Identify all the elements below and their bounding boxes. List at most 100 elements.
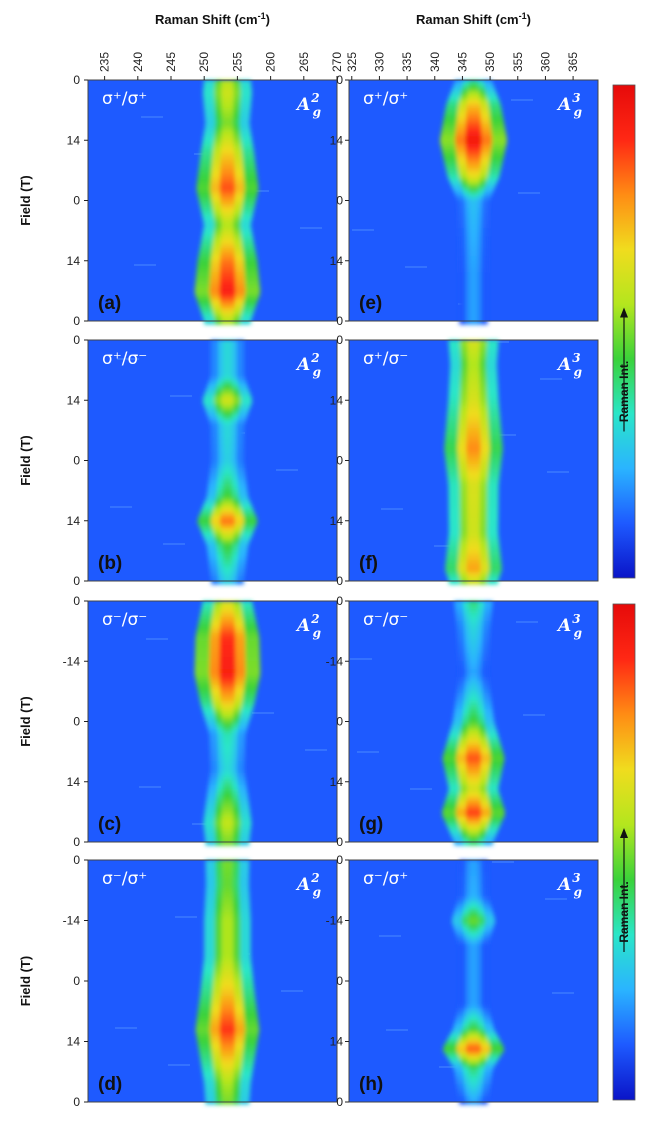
peak-strip-core xyxy=(219,633,236,638)
peak-strip-core xyxy=(223,460,232,465)
peak-strip-core xyxy=(220,160,235,165)
peak-strip-core xyxy=(219,629,236,634)
peak-strip-core xyxy=(221,920,234,925)
peak-strip-core xyxy=(466,568,481,573)
y-tick-label: 14 xyxy=(330,1035,344,1049)
peak-strip-core xyxy=(467,1032,480,1037)
peak-strip-core xyxy=(465,753,482,758)
peak-strip-core xyxy=(221,320,234,325)
peak-strip-core xyxy=(222,880,233,885)
peak-strip-core xyxy=(467,1056,480,1061)
peak-strip-core xyxy=(223,769,232,774)
peak-strip-core xyxy=(466,741,481,746)
peak-strip-core xyxy=(465,813,482,818)
peak-strip-core xyxy=(466,460,481,465)
peak-strip-core xyxy=(468,1028,479,1033)
mode-label: A3 g xyxy=(556,91,582,119)
peak-strip-core xyxy=(221,908,234,913)
peak-strip-core xyxy=(467,833,480,838)
peak-strip-core xyxy=(219,1040,235,1045)
peak-strip-core xyxy=(469,996,478,1001)
peak-strip-core xyxy=(467,729,480,734)
peak-strip-core xyxy=(219,1012,235,1017)
peak-strip-core xyxy=(467,92,480,97)
peak-strip-core xyxy=(221,1076,234,1081)
peak-strip-core xyxy=(221,316,234,321)
peak-strip-core xyxy=(221,104,234,109)
peak-strip-core xyxy=(220,524,235,529)
y-tick-label: 14 xyxy=(67,1035,81,1049)
peak-strip-core xyxy=(467,384,480,389)
peak-strip-core xyxy=(221,96,234,101)
peak-strip-core xyxy=(465,120,482,125)
peak-strip-core xyxy=(221,912,234,917)
peak-strip-core xyxy=(467,520,480,525)
peak-strip-core xyxy=(467,356,480,361)
peak-strip-core xyxy=(221,140,234,145)
peak-band xyxy=(194,80,261,325)
peak-strip-core xyxy=(222,797,233,802)
peak-strip-core xyxy=(219,284,236,289)
y-tick-label: 0 xyxy=(73,73,80,87)
peak-strip-core xyxy=(469,264,478,269)
peak-strip-core xyxy=(467,737,480,742)
peak-strip-core xyxy=(466,801,481,806)
peak-strip-core xyxy=(220,512,235,517)
peak-strip-core xyxy=(221,821,234,826)
peak-strip-core xyxy=(469,896,478,901)
peak-strip-core xyxy=(467,400,480,405)
peak-strip-core xyxy=(466,116,481,121)
peak-strip-core xyxy=(469,964,478,969)
peak-strip-core xyxy=(466,160,481,165)
peak-strip-core xyxy=(221,212,234,217)
x-tick-label: 365 xyxy=(566,52,580,72)
peak-strip-core xyxy=(466,432,481,437)
x-tick-label: 260 xyxy=(264,52,278,72)
peak-strip-core xyxy=(220,1056,235,1061)
peak-strip-core xyxy=(468,908,479,913)
peak-strip-core xyxy=(469,872,478,877)
peak-strip-core xyxy=(220,252,235,257)
peak-strip-core xyxy=(466,444,481,449)
y-tick-label: 14 xyxy=(330,254,344,268)
peak-strip-core xyxy=(219,180,236,185)
peak-strip-core xyxy=(469,689,478,694)
y-tick-label: 0 xyxy=(73,853,80,867)
polarization-label: σ⁺/σ⁻ xyxy=(102,349,147,369)
peak-strip-core xyxy=(469,892,478,897)
peak-strip-core xyxy=(468,188,479,193)
peak-strip-core xyxy=(221,220,234,225)
peak-band xyxy=(444,340,503,585)
peak-strip-core xyxy=(466,412,481,417)
peak-strip-core xyxy=(222,476,233,481)
peak-strip-core xyxy=(467,388,480,393)
peak-strip-core xyxy=(466,416,481,421)
y-axis-title: Field (T) xyxy=(18,175,33,226)
peak-strip-core xyxy=(221,128,234,133)
peak-strip-core xyxy=(219,641,236,646)
peak-strip-core xyxy=(469,972,478,977)
peak-strip-core xyxy=(467,496,480,501)
peak-strip-core xyxy=(466,777,481,782)
peak-strip-core xyxy=(466,464,481,469)
y-tick-label: 14 xyxy=(330,393,344,407)
peak-strip-core xyxy=(221,829,234,834)
peak-band xyxy=(442,601,505,846)
peak-strip-core xyxy=(219,677,236,682)
peak-strip-core xyxy=(222,412,233,417)
y-tick-label: 0 xyxy=(73,974,80,988)
heatmap-panel-b: σ⁺/σ⁻ A2 g (b) 0 14 0 14 0 Field (T) xyxy=(18,333,338,588)
peak-strip-core xyxy=(465,152,482,157)
peak-strip-core xyxy=(469,1096,478,1101)
peak-strip-core xyxy=(469,645,478,650)
peak-strip-core xyxy=(469,292,478,297)
peak-strip-core xyxy=(219,657,236,662)
peak-strip-core xyxy=(469,204,478,209)
peak-strip-core xyxy=(223,468,232,473)
peak-strip-core xyxy=(469,677,478,682)
peak-strip-core xyxy=(465,1048,482,1053)
peak-strip-core xyxy=(469,641,478,646)
y-tick-label: -14 xyxy=(326,654,344,668)
peak-strip-core xyxy=(468,80,479,85)
